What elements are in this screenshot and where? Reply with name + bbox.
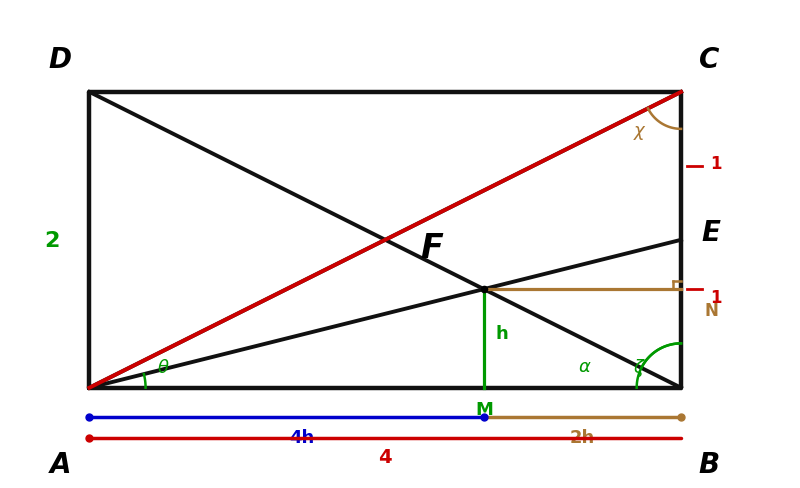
Text: $\zeta$: $\zeta$ bbox=[634, 356, 646, 378]
Text: M: M bbox=[475, 400, 493, 418]
Text: 4h: 4h bbox=[289, 428, 314, 446]
Text: 4: 4 bbox=[378, 447, 392, 466]
Text: $\chi$: $\chi$ bbox=[633, 123, 646, 142]
Text: A: A bbox=[50, 450, 72, 478]
Text: h: h bbox=[496, 324, 509, 342]
Text: D: D bbox=[49, 45, 72, 74]
Text: C: C bbox=[699, 45, 719, 74]
Text: 2h: 2h bbox=[570, 428, 595, 446]
Text: B: B bbox=[699, 450, 720, 478]
Text: E: E bbox=[702, 219, 721, 247]
Text: $\theta$: $\theta$ bbox=[157, 358, 170, 376]
Text: $\alpha$: $\alpha$ bbox=[578, 357, 592, 375]
Text: 2: 2 bbox=[44, 230, 60, 250]
Text: N: N bbox=[705, 301, 718, 319]
Text: 1: 1 bbox=[710, 155, 722, 173]
Text: 1: 1 bbox=[710, 288, 722, 306]
Text: F: F bbox=[421, 232, 443, 264]
